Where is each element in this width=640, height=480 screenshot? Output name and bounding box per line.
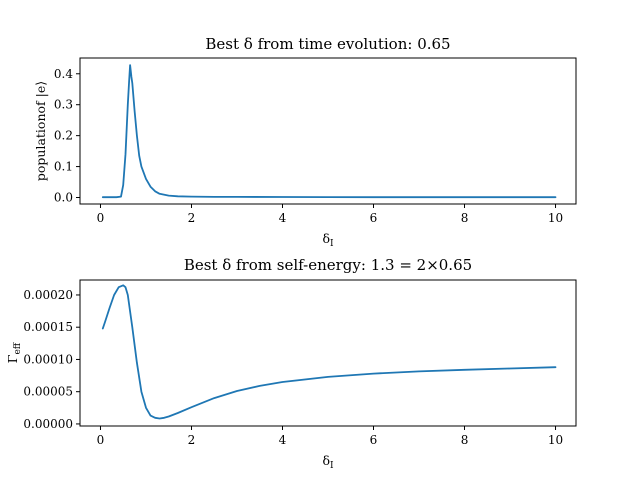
top-chart-title: Best δ from time evolution: 0.65 (205, 35, 450, 53)
bottom-x-axis-label: δI (322, 453, 334, 471)
top-x-tick-label: 0 (97, 211, 105, 225)
top-y-ticks: 0.0 0.1 0.2 0.3 0.4 (54, 67, 80, 205)
bottom-y-tick-label: 0.00000 (23, 417, 73, 431)
top-y-tick-label: 0.0 (54, 191, 73, 205)
top-x-tick-label: 4 (279, 211, 287, 225)
top-panel: Best δ from time evolution: 0.65 0 2 4 6 8 10… (33, 35, 577, 249)
bottom-y-tick-label: 0.00005 (23, 385, 73, 399)
bottom-x-tick-label: 0 (97, 433, 105, 447)
bottom-axes-frame (79, 279, 577, 427)
top-y-tick-label: 0.1 (54, 160, 73, 174)
bottom-x-tick-label: 4 (279, 433, 287, 447)
bottom-x-tick-label: 8 (461, 433, 469, 447)
bottom-y-axis-label: Γeff (5, 342, 23, 363)
top-y-tick-label: 0.3 (54, 98, 73, 112)
top-x-tick-label: 10 (548, 211, 563, 225)
top-x-tick-label: 6 (370, 211, 378, 225)
top-y-tick-label: 0.4 (54, 67, 73, 81)
bottom-x-ticks: 0 2 4 6 8 10 (97, 426, 563, 447)
top-x-tick-label: 8 (461, 211, 469, 225)
bottom-x-tick-label: 10 (548, 433, 563, 447)
top-x-tick-label: 2 (188, 211, 196, 225)
bottom-x-tick-label: 2 (188, 433, 196, 447)
top-y-tick-label: 0.2 (54, 129, 73, 143)
bottom-panel: Best δ from self-energy: 1.3 = 2×0.65 0 2… (5, 256, 577, 471)
bottom-y-tick-label: 0.00015 (23, 320, 73, 334)
top-x-ticks: 0 2 4 6 8 10 (97, 204, 563, 225)
bottom-y-tick-label: 0.00020 (23, 288, 73, 302)
top-y-axis-label: populationof |e⟩ (33, 81, 48, 181)
top-series-line (101, 64, 557, 199)
top-axes-frame (79, 57, 577, 205)
bottom-y-tick-label: 0.00010 (23, 352, 73, 366)
bottom-x-tick-label: 6 (370, 433, 378, 447)
top-x-axis-label: δI (322, 231, 334, 249)
bottom-series-line (101, 284, 557, 420)
bottom-chart-title: Best δ from self-energy: 1.3 = 2×0.65 (184, 256, 472, 274)
bottom-y-ticks: 0.00000 0.00005 0.00010 0.00015 0.00020 (23, 288, 80, 431)
